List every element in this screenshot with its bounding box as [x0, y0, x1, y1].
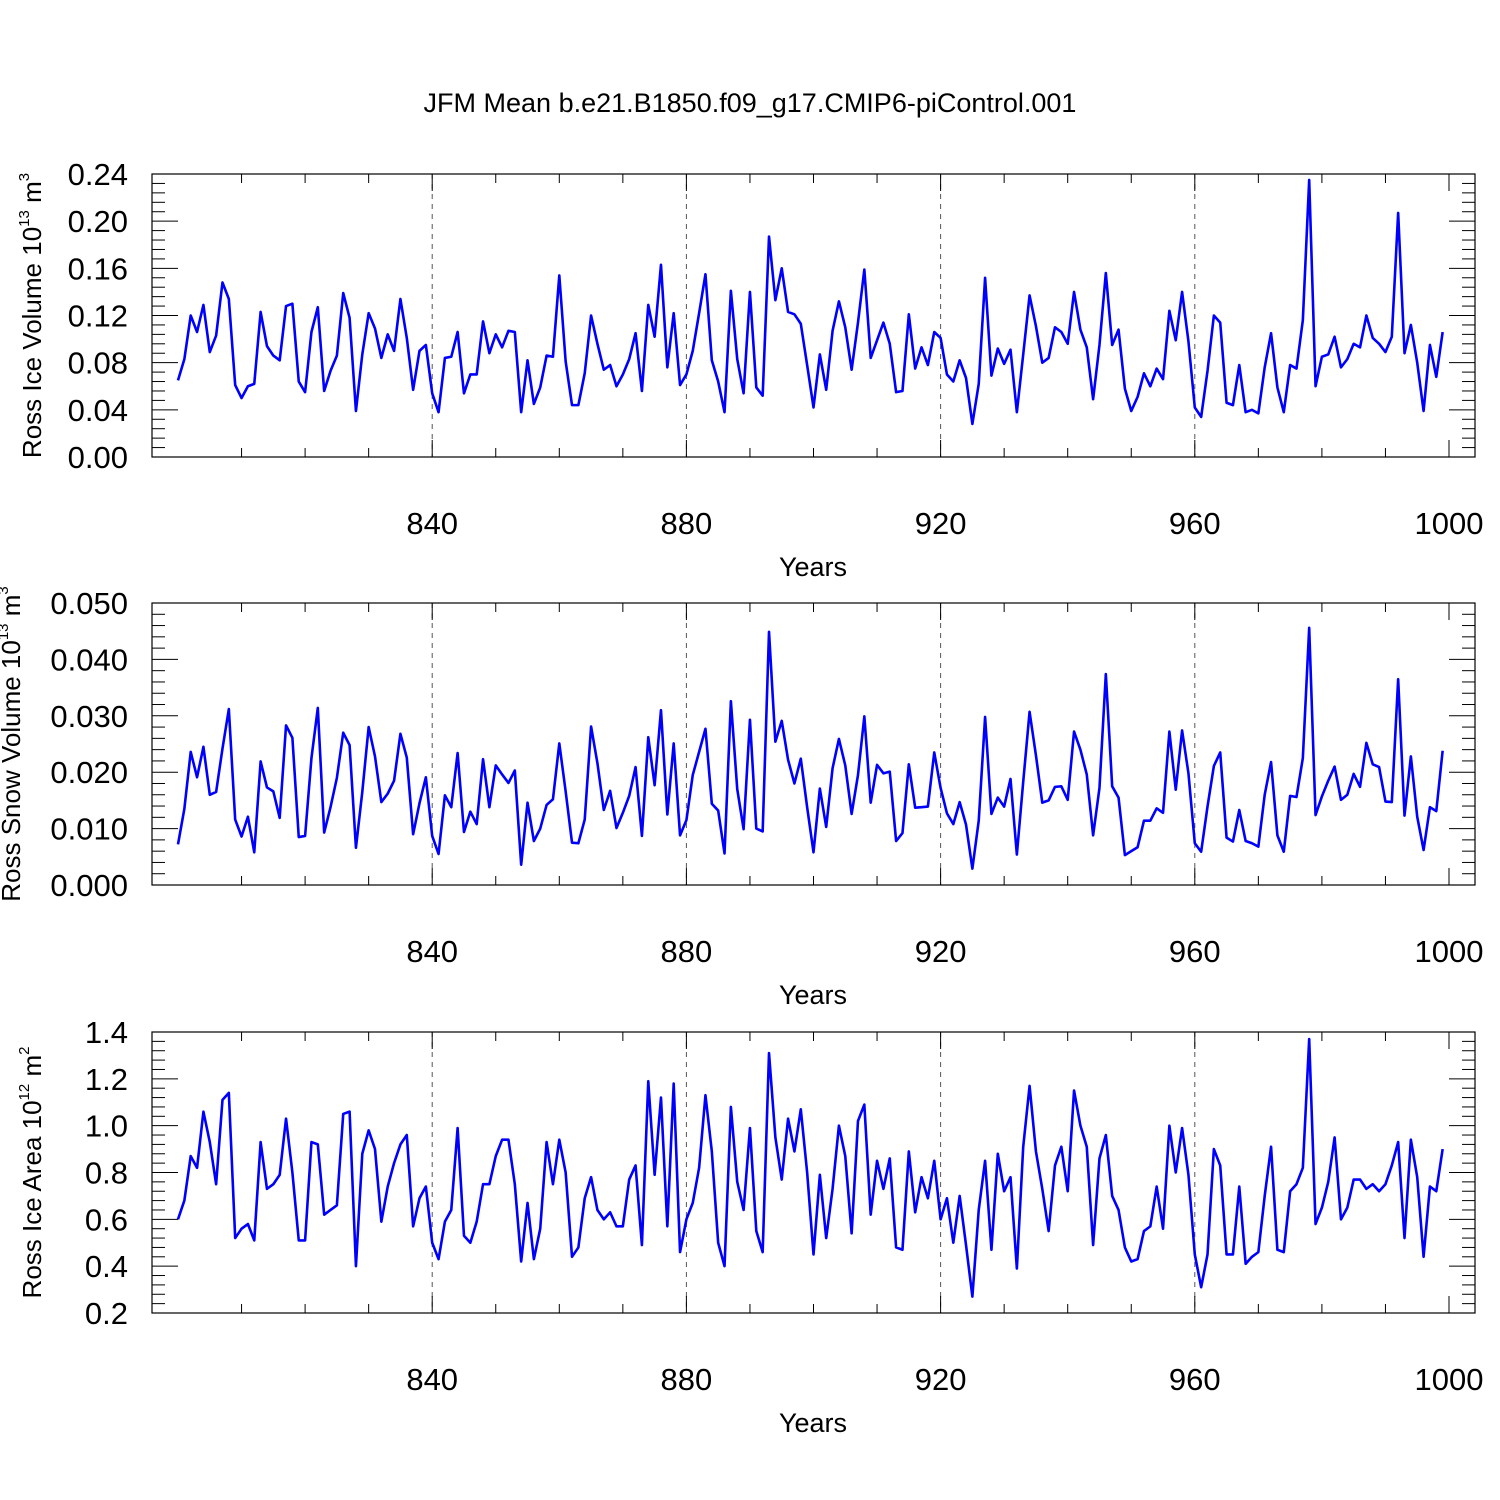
- chart-panel-1: 840 880 920 960 1000 Years 0.00 0.04 0.08 0.12 0.1…: [16, 157, 1483, 582]
- x-tick-label: 840: [406, 934, 458, 969]
- y-axis-label-main: Ross Ice Area 10: [17, 1100, 47, 1298]
- series-line: [176, 1037, 1444, 1298]
- y-tick-label: 0.4: [85, 1249, 128, 1284]
- y-tick-label: 0.12: [68, 299, 128, 334]
- y-tick-label: 0.08: [68, 346, 128, 381]
- y-tick-label: 0.010: [50, 812, 128, 847]
- series-line: [176, 178, 1444, 426]
- x-tick-label: 880: [661, 1362, 713, 1397]
- chart-panel-2: 840 880 920 960 1000 Years 0.000 0.010 0.020 0.03…: [0, 586, 1483, 1010]
- y-tick-label: 0.050: [50, 586, 128, 621]
- y-tick-label: 0.8: [85, 1156, 128, 1191]
- y-tick-label: 0.16: [68, 251, 128, 286]
- y-tick-label: 0.6: [85, 1202, 128, 1237]
- y-tick-label: 1.4: [85, 1015, 128, 1050]
- x-tick-label: 1000: [1415, 1362, 1484, 1397]
- x-tick-label: 960: [1169, 934, 1221, 969]
- x-tick-label: 880: [661, 506, 713, 541]
- x-tick-label: 840: [406, 1362, 458, 1397]
- y-axis-label-main: Ross Ice Volume 10: [17, 227, 47, 458]
- series-line: [176, 626, 1444, 870]
- y-tick-label: 0.00: [68, 440, 128, 475]
- x-tick-label: 840: [406, 506, 458, 541]
- y-axis-label: Ross Ice Volume 1013 m3: [16, 173, 47, 458]
- x-axis-label: Years: [779, 552, 847, 582]
- y-axis-label-exponent: 12: [16, 1084, 33, 1101]
- y-axis-label-main: Ross Snow Volume 10: [0, 640, 26, 902]
- y-tick-label: 0.20: [68, 204, 128, 239]
- x-axis-label: Years: [779, 980, 847, 1010]
- y-axis-label-unit: m: [0, 595, 26, 624]
- x-tick-label: 920: [915, 934, 967, 969]
- y-axis-label-exponent: 13: [16, 210, 33, 227]
- y-axis-label-unit-exponent: 2: [16, 1047, 33, 1055]
- x-tick-label: 920: [915, 506, 967, 541]
- x-axis-label: Years: [779, 1408, 847, 1438]
- x-tick-label: 1000: [1415, 934, 1484, 969]
- y-tick-label: 0.030: [50, 699, 128, 734]
- y-tick-label: 1.2: [85, 1062, 128, 1097]
- y-axis-label-unit-exponent: 3: [16, 173, 33, 181]
- y-tick-label: 0.2: [85, 1296, 128, 1331]
- x-tick-label: 920: [915, 1362, 967, 1397]
- y-tick-label: 0.24: [68, 157, 128, 192]
- x-tick-label: 960: [1169, 506, 1221, 541]
- y-axis-label-unit: m: [17, 1055, 47, 1084]
- y-axis-label: Ross Snow Volume 1013 m3: [0, 586, 26, 902]
- y-axis-label: Ross Ice Area 1012 m2: [16, 1047, 47, 1299]
- y-axis-label-unit-exponent: 3: [0, 586, 12, 594]
- y-axis-label-exponent: 13: [0, 623, 12, 640]
- panels: 840 880 920 960 1000 Years 0.00 0.04 0.08 0.12 0.1…: [0, 157, 1483, 1438]
- y-axis-label-unit: m: [17, 181, 47, 210]
- chart-panel-3: 840 880 920 960 1000 Years 0.2 0.4 0.6 0.8 1.0 1.2 1…: [16, 1015, 1483, 1438]
- x-tick-label: 880: [661, 934, 713, 969]
- x-tick-label: 1000: [1415, 506, 1484, 541]
- y-tick-label: 1.0: [85, 1109, 128, 1144]
- y-tick-label: 0.020: [50, 755, 128, 790]
- y-tick-label: 0.000: [50, 868, 128, 903]
- y-tick-label: 0.04: [68, 393, 128, 428]
- figure-title: JFM Mean b.e21.B1850.f09_g17.CMIP6-piCon…: [424, 88, 1077, 118]
- x-tick-label: 960: [1169, 1362, 1221, 1397]
- y-tick-label: 0.040: [50, 642, 128, 677]
